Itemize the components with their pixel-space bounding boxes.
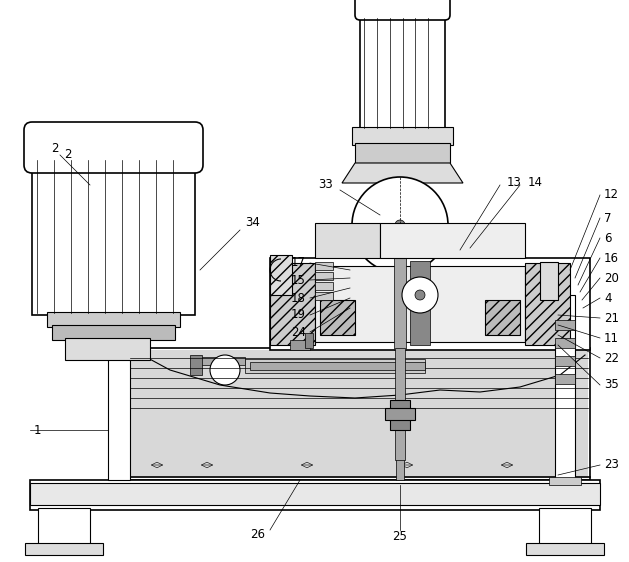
- Bar: [30, 480, 600, 510]
- Text: 24: 24: [291, 325, 306, 338]
- Text: 21: 21: [604, 311, 619, 324]
- Bar: [390, 400, 410, 430]
- Text: 22: 22: [604, 351, 619, 365]
- Bar: [410, 261, 430, 345]
- Bar: [315, 282, 333, 290]
- Text: 34: 34: [245, 215, 260, 229]
- Bar: [315, 272, 333, 280]
- Circle shape: [402, 277, 438, 313]
- Bar: [555, 374, 575, 384]
- Text: 25: 25: [392, 531, 408, 543]
- Bar: [32, 155, 195, 315]
- Bar: [128, 348, 590, 480]
- Bar: [65, 338, 150, 360]
- Text: 15: 15: [291, 274, 306, 287]
- Text: 20: 20: [604, 271, 619, 284]
- Text: 17: 17: [291, 256, 306, 270]
- Text: 2: 2: [51, 142, 58, 155]
- Bar: [526, 543, 604, 555]
- Bar: [305, 333, 313, 348]
- Text: 11: 11: [604, 332, 619, 345]
- Bar: [555, 338, 575, 348]
- Text: 12: 12: [604, 188, 619, 202]
- Circle shape: [352, 177, 448, 273]
- Bar: [315, 292, 333, 300]
- Circle shape: [210, 355, 240, 385]
- Bar: [315, 223, 380, 258]
- Text: 33: 33: [318, 179, 333, 192]
- Polygon shape: [342, 163, 463, 183]
- FancyBboxPatch shape: [355, 0, 450, 20]
- Bar: [108, 345, 130, 480]
- Text: 19: 19: [291, 309, 306, 321]
- Circle shape: [395, 220, 405, 230]
- Text: 14: 14: [528, 176, 543, 189]
- FancyBboxPatch shape: [24, 122, 203, 173]
- Bar: [52, 325, 175, 340]
- Bar: [30, 483, 600, 505]
- Bar: [47, 312, 180, 327]
- Text: 1: 1: [34, 424, 42, 437]
- Bar: [320, 300, 355, 335]
- Bar: [270, 263, 315, 345]
- Bar: [555, 295, 575, 480]
- Text: 23: 23: [604, 459, 619, 472]
- Text: 4: 4: [604, 292, 611, 305]
- Text: 16: 16: [604, 252, 619, 265]
- Bar: [395, 348, 405, 460]
- Bar: [396, 448, 404, 480]
- Text: 26: 26: [250, 528, 265, 542]
- Bar: [25, 543, 103, 555]
- Text: 2: 2: [64, 148, 72, 161]
- Bar: [130, 350, 588, 478]
- Text: 6: 6: [604, 232, 611, 244]
- Bar: [250, 362, 425, 370]
- Bar: [355, 143, 450, 163]
- Bar: [315, 262, 333, 270]
- Text: 7: 7: [604, 211, 611, 224]
- Bar: [195, 357, 245, 365]
- Bar: [385, 408, 415, 420]
- Bar: [38, 508, 90, 545]
- Bar: [549, 477, 581, 485]
- Bar: [525, 263, 570, 345]
- Bar: [290, 340, 310, 350]
- Bar: [270, 255, 292, 295]
- Text: 13: 13: [507, 176, 522, 189]
- Bar: [485, 300, 520, 335]
- Bar: [380, 223, 525, 258]
- Bar: [245, 359, 425, 373]
- Bar: [540, 262, 558, 300]
- Bar: [360, 15, 445, 130]
- Bar: [539, 508, 591, 545]
- Bar: [394, 225, 406, 350]
- Bar: [555, 320, 575, 330]
- Bar: [352, 127, 453, 145]
- Bar: [190, 355, 202, 375]
- Circle shape: [415, 290, 425, 300]
- Bar: [315, 266, 525, 342]
- Text: 35: 35: [604, 378, 619, 392]
- Text: 18: 18: [291, 292, 306, 305]
- Bar: [555, 356, 575, 366]
- Bar: [270, 258, 590, 350]
